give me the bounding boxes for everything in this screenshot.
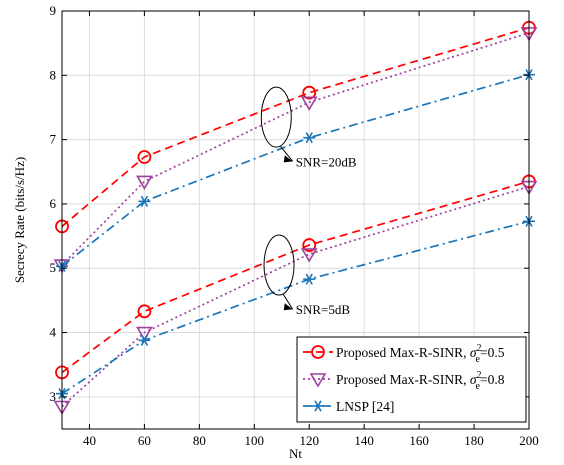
annotation-label: SNR=20dB — [296, 154, 357, 169]
y-tick-label: 6 — [50, 196, 57, 211]
marker-circle — [137, 150, 152, 164]
star-stroke — [140, 195, 149, 207]
y-tick-label: 5 — [50, 260, 57, 275]
y-tick-label: 9 — [50, 3, 57, 18]
legend-entry-1: Proposed Max-R-SINR, σ2 e=0.8 — [303, 370, 505, 392]
annotation-label: SNR=5dB — [296, 302, 351, 317]
series-20dB-2 — [56, 69, 535, 272]
series-line — [61, 26, 530, 228]
annotation-ellipse — [263, 234, 295, 296]
y-tick-label: 4 — [50, 325, 57, 340]
y-tick-label: 8 — [50, 67, 57, 82]
star-stroke — [314, 400, 322, 412]
marker-circle — [302, 85, 317, 100]
x-tick-label: 120 — [299, 433, 319, 448]
x-tick-label: 80 — [193, 433, 206, 448]
star-stroke — [305, 273, 313, 285]
star-stroke — [140, 334, 149, 346]
annotation-0: SNR=20dB — [260, 86, 357, 169]
annotation-1: SNR=5dB — [263, 234, 351, 317]
annotation-arrowhead — [283, 155, 293, 163]
series-line — [61, 180, 530, 374]
legend-label: Proposed Max-R-SINR, σ2 e=0.8 — [336, 370, 505, 392]
legend: Proposed Max-R-SINR, σ2 e=0.5 Proposed Max… — [296, 336, 527, 423]
annotations: SNR=20dB SNR=5dB — [260, 86, 357, 317]
marker-star — [303, 273, 316, 285]
legend-entry-2: LNSP [24] — [303, 399, 394, 414]
series-layer — [53, 20, 538, 416]
annotation-arrowhead — [283, 303, 293, 311]
y-axis-label: Secrecy Rate (bits/s/Hz) — [12, 157, 27, 283]
x-tick-label: 200 — [519, 433, 539, 448]
annotation-arrow — [282, 293, 294, 310]
legend-label: Proposed Max-R-SINR, σ2 e=0.5 — [336, 343, 505, 365]
y-tick-label: 7 — [50, 132, 57, 147]
x-tick-label: 180 — [464, 433, 484, 448]
marker-triangle — [136, 326, 153, 342]
x-tick-label: 100 — [245, 433, 265, 448]
marker-star — [138, 195, 151, 207]
x-tick-label: 40 — [83, 433, 96, 448]
series-20dB-1 — [53, 27, 538, 274]
marker-star — [303, 132, 316, 144]
marker-triangle — [136, 175, 153, 191]
plot-frame — [61, 10, 530, 430]
series-line — [61, 32, 530, 266]
marker-triangle — [300, 96, 318, 111]
marker-triangle — [309, 373, 327, 388]
marker-star — [138, 334, 151, 346]
x-axis-label: Nt — [289, 446, 302, 461]
marker-star — [312, 400, 324, 412]
annotation-ellipse — [260, 86, 292, 148]
marker-triangle — [300, 248, 318, 263]
x-tick-label: 140 — [354, 433, 374, 448]
axis-ticks: 40 60 80 100 120 140 160 180 200 3 4 5 6 7 8 9 — [50, 3, 539, 448]
marker-circle — [311, 345, 325, 359]
annotation-arrow — [279, 145, 294, 162]
legend-label: LNSP [24] — [336, 399, 394, 414]
x-tick-label: 160 — [409, 433, 429, 448]
series-line — [61, 185, 530, 408]
legend-box — [296, 336, 527, 423]
marker-circle — [302, 238, 317, 252]
legend-entry-0: Proposed Max-R-SINR, σ2 e=0.5 — [303, 343, 505, 365]
series-line — [61, 73, 530, 267]
marker-circle — [137, 304, 152, 319]
y-tick-label: 3 — [50, 389, 57, 404]
star-stroke — [305, 132, 313, 144]
series-line — [61, 220, 530, 395]
x-tick-label: 60 — [138, 433, 151, 448]
